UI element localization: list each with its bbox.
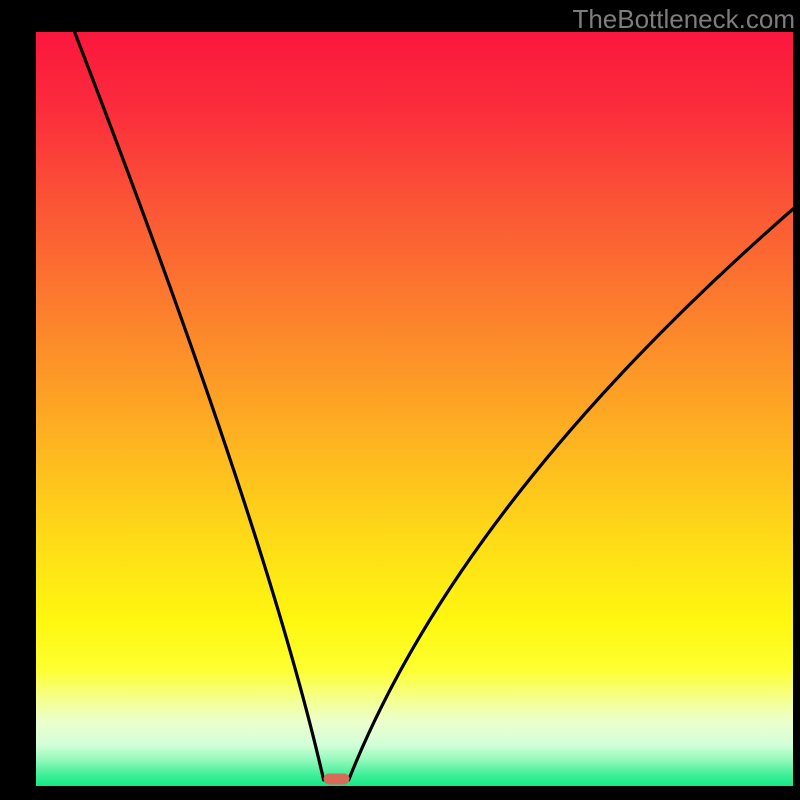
chart-root: TheBottleneck.com [0, 0, 800, 800]
optimum-marker [324, 774, 350, 785]
plot-background [36, 32, 793, 786]
bottleneck-chart [0, 0, 800, 800]
watermark-text: TheBottleneck.com [572, 4, 795, 35]
